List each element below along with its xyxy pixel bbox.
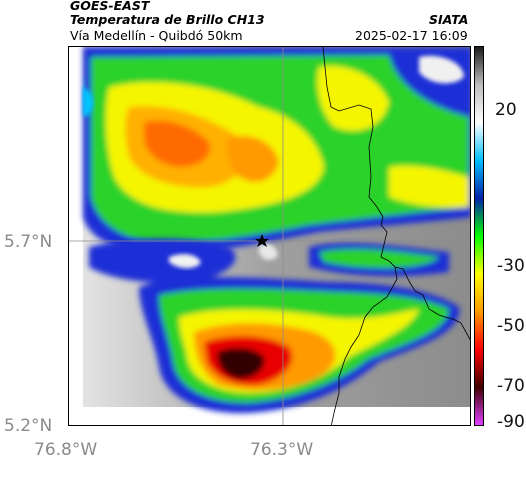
road-line — [331, 266, 398, 425]
colorbar — [474, 46, 484, 426]
y-tick-5.7N: 5.7°N — [4, 232, 53, 252]
map-panel[interactable] — [68, 46, 471, 426]
clear-patch-upper-right — [419, 55, 464, 84]
colorbar-tick-minus50: -50 — [497, 316, 525, 336]
timestamp-label: 2025-02-17 16:09 — [355, 28, 468, 43]
star-marker-icon — [255, 234, 269, 247]
department-boundary — [322, 47, 470, 341]
y-tick-5.2N: 5.2°N — [4, 416, 53, 436]
product-title: Temperatura de Brillo CH13 — [70, 12, 265, 27]
left-blank — [69, 47, 83, 425]
x-tick-76.8W: 76.8°W — [34, 440, 98, 460]
colorbar-tick-minus30: -30 — [497, 256, 525, 276]
colorbar-tick-minus70: -70 — [497, 376, 525, 396]
lower-cloud-system — [89, 238, 460, 414]
colorbar-tick-minus90: -90 — [497, 412, 525, 432]
x-tick-76.3W: 76.3°W — [250, 440, 314, 460]
clear-patch-center — [259, 243, 278, 260]
region-subtitle: Vía Medellín - Quibdó 50km — [70, 28, 243, 43]
colorbar-tick-20: 20 — [495, 100, 517, 120]
satellite-title: GOES-EAST — [70, 0, 150, 13]
map-svg — [69, 47, 470, 425]
clear-patch-center-left — [169, 254, 201, 269]
upper-cloud-system — [83, 47, 470, 253]
agency-label: SIATA — [429, 12, 469, 27]
bottom-blank — [69, 407, 470, 425]
